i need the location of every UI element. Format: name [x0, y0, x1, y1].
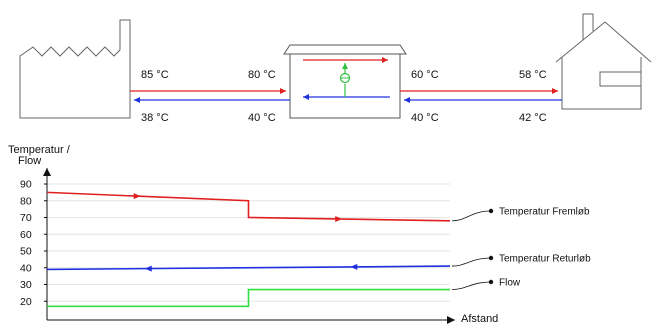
- legend-label-2: Flow: [499, 278, 521, 289]
- legend-leader-0: [451, 210, 491, 222]
- axes: [43, 168, 455, 324]
- legend-label-0: Temperatur Fremløb: [499, 207, 590, 218]
- temp-plant-supply: 85 °C: [141, 69, 169, 81]
- secondary-pipes: [400, 88, 562, 103]
- series-lines: [46, 191, 451, 308]
- legend-label-1: Temperatur Returløb: [499, 254, 591, 265]
- temperature-flow-chart: Temperatur / Flow 20 30 40 50 60 70 80 90 Tempe…: [8, 144, 591, 324]
- series-0-arrow-1: [335, 216, 343, 223]
- temp-station-primary-supply: 80 °C: [248, 69, 276, 81]
- temp-station-secondary-return: 40 °C: [411, 112, 439, 124]
- temp-station-primary-return: 40 °C: [248, 112, 276, 124]
- y-tick-label-60: 60: [20, 229, 32, 241]
- y-axis-label-line-1: Temperatur /: [8, 144, 71, 156]
- series-0-arrow-0: [133, 193, 141, 200]
- y-tick-label-50: 50: [20, 246, 32, 258]
- y-tick-label-20: 20: [20, 296, 32, 308]
- temp-house-return: 42 °C: [519, 112, 547, 124]
- legend-leader-1: [451, 257, 491, 267]
- y-tick-label-80: 80: [20, 195, 32, 207]
- legend-leader-2: [451, 281, 491, 290]
- pump-icon: [339, 63, 351, 97]
- series-line-1: [46, 265, 451, 271]
- y-axis-label-line-2: Flow: [18, 155, 41, 167]
- temp-plant-return: 38 °C: [141, 112, 169, 124]
- series-line-2: [47, 288, 450, 308]
- legend-dot-1: [488, 255, 494, 261]
- y-tick-label-30: 30: [20, 279, 32, 291]
- x-axis-label: Afstand: [461, 313, 498, 324]
- legend: Temperatur Fremløb Temperatur Returløb Flo…: [451, 207, 591, 290]
- temp-station-secondary-supply: 60 °C: [411, 69, 439, 81]
- house-icon: [555, 13, 652, 110]
- y-tick-label-90: 90: [20, 179, 32, 191]
- series-1-arrow-0: [144, 265, 152, 272]
- y-tick-label-70: 70: [20, 212, 32, 224]
- temp-house-supply: 58 °C: [519, 69, 547, 81]
- y-tick-label-40: 40: [20, 262, 32, 274]
- primary-pipes: [130, 88, 290, 103]
- factory-icon: [19, 19, 131, 119]
- legend-dot-2: [488, 279, 494, 285]
- y-tick-labels: 20 30 40 50 60 70 80 90: [20, 179, 32, 308]
- series-1-arrow-1: [350, 263, 358, 270]
- series-line-0: [46, 191, 451, 222]
- legend-dot-0: [488, 208, 494, 214]
